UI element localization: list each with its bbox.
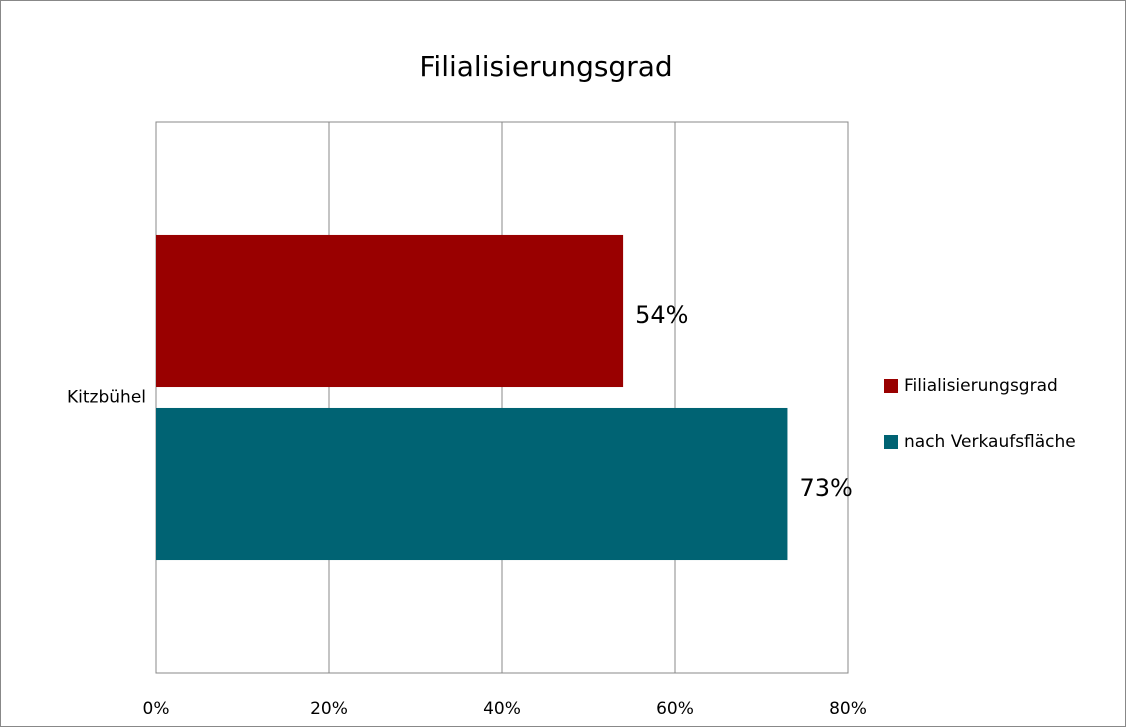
legend-swatch [884, 435, 898, 449]
bar [156, 407, 788, 561]
y-tick-label: Kitzbühel [67, 388, 146, 408]
legend-label: nach Verkaufsfläche [904, 432, 1076, 452]
plot-border [155, 121, 849, 674]
legend-swatch [884, 379, 898, 393]
x-tick-label: 80% [829, 699, 867, 719]
legend-label: Filialisierungsgrad [904, 376, 1058, 396]
x-tick-label: 40% [483, 699, 521, 719]
bar [156, 234, 624, 388]
x-tick-label: 0% [143, 699, 170, 719]
data-label: 73% [799, 474, 852, 502]
data-label: 54% [635, 301, 688, 329]
x-tick-label: 60% [656, 699, 694, 719]
chart-title: Filialisierungsgrad [419, 50, 672, 83]
x-tick-label: 20% [310, 699, 348, 719]
